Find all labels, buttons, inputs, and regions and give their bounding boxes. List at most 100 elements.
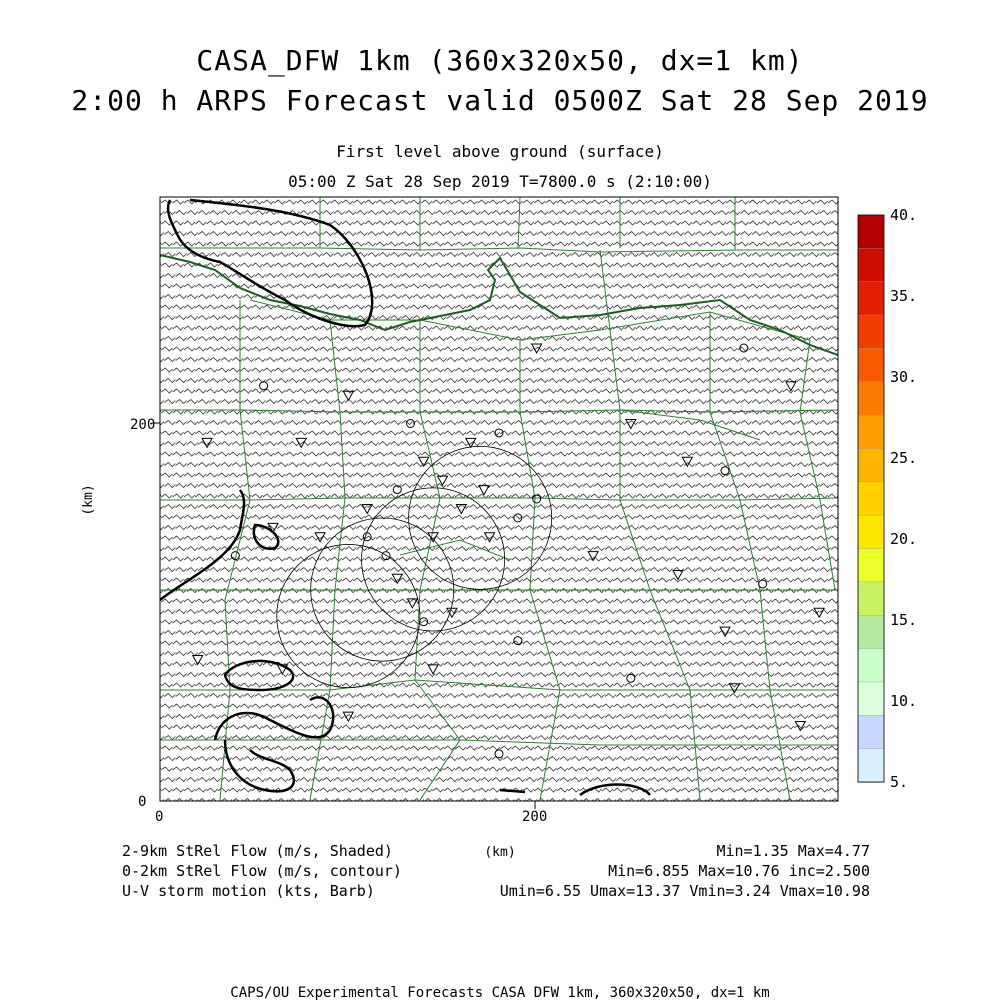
subtitle-level: First level above ground (surface) — [336, 142, 664, 161]
station-triangle — [201, 437, 213, 449]
station-triangle — [191, 654, 204, 666]
colorbar-label: 40. — [890, 206, 917, 224]
station-triangle — [427, 532, 439, 543]
radar-ring — [408, 445, 553, 590]
colorbar-swatch — [857, 281, 885, 316]
station-triangle — [436, 475, 449, 487]
station-circle — [419, 617, 429, 627]
station-triangle — [295, 437, 308, 449]
station-triangle — [446, 607, 458, 619]
colorbar-swatch — [857, 615, 885, 650]
plot-frame — [159, 196, 839, 802]
station-triangle — [267, 522, 279, 534]
station-triangle — [417, 456, 430, 468]
y-tick-label: 200 — [130, 417, 155, 433]
station-markers — [191, 343, 826, 759]
contour-lines — [160, 198, 651, 797]
colorbar-swatch — [857, 514, 885, 550]
station-triangle — [342, 711, 355, 723]
legend-contour: 0-2km StRel Flow (m/s, contour) — [122, 862, 402, 880]
station-circle — [392, 485, 402, 495]
station-circle — [532, 494, 542, 504]
colorbar-swatch — [857, 548, 885, 583]
station-circle — [362, 532, 372, 542]
station-circle — [739, 343, 749, 353]
colorbar: 40. 35. 30. 25. 20. 15. 10. 5. — [857, 206, 917, 791]
colorbar-swatch — [857, 715, 885, 750]
colorbar-label: 25. — [890, 449, 917, 467]
station-triangle — [624, 419, 637, 430]
station-circle — [513, 636, 523, 646]
colorbar-swatch — [857, 681, 885, 716]
county-boundaries — [160, 197, 838, 801]
radar-ring — [310, 517, 455, 662]
radar-range-rings — [276, 445, 553, 688]
colorbar-swatch — [857, 748, 885, 783]
station-circle — [758, 579, 768, 589]
title-line-2: 2:00 h ARPS Forecast valid 0500Z Sat 28 … — [71, 84, 929, 117]
colorbar-swatch — [857, 314, 885, 350]
colorbar-label: 20. — [890, 530, 917, 548]
station-triangle — [314, 532, 326, 543]
subtitle-time: 05:00 Z Sat 28 Sep 2019 T=7800.0 s (2:10… — [288, 172, 712, 191]
station-triangle — [427, 664, 439, 675]
radar-ring — [361, 487, 506, 632]
station-triangle — [813, 607, 826, 619]
x-tick-label: 200 — [522, 809, 547, 825]
y-axis-label: (km) — [81, 484, 96, 515]
station-triangle — [276, 664, 289, 675]
colorbar-label: 10. — [890, 692, 917, 710]
colorbar-swatch — [857, 481, 885, 516]
colorbar-label: 35. — [890, 287, 917, 305]
colorbar-frame — [857, 214, 885, 783]
station-circle — [494, 749, 504, 759]
y-tick-label: 0 — [138, 794, 146, 810]
title-line-1: CASA_DFW 1km (360x320x50, dx=1 km) — [196, 44, 804, 77]
colorbar-swatch — [857, 248, 885, 283]
colorbar-swatch — [857, 648, 885, 683]
station-triangle — [681, 456, 694, 468]
colorbar-label: 15. — [890, 611, 917, 629]
wind-barb-field — [160, 199, 838, 801]
wind-barbs — [160, 199, 838, 801]
colorbar-label: 30. — [890, 368, 917, 386]
contour-stats: Min=6.855 Max=10.76 inc=2.500 — [608, 862, 870, 880]
colorbar-swatch — [857, 581, 885, 616]
station-circle — [381, 551, 391, 561]
station-triangle — [672, 570, 684, 581]
footer-caption: CAPS/OU Experimental Forecasts CASA DFW … — [230, 985, 770, 1001]
colorbar-swatch — [857, 381, 885, 416]
station-triangle — [361, 503, 374, 515]
barb-stats: Umin=6.55 Umax=13.37 Vmin=3.24 Vmax=10.9… — [499, 882, 870, 900]
station-triangle — [464, 437, 477, 449]
colorbar-swatch — [857, 348, 885, 383]
station-triangle — [406, 598, 419, 609]
station-triangle — [391, 573, 404, 585]
station-triangle — [728, 683, 741, 694]
station-triangle — [455, 503, 468, 515]
colorbar-swatch — [857, 448, 885, 483]
colorbar-swatch — [857, 214, 885, 250]
shaded-stats: Min=1.35 Max=4.77 — [716, 842, 870, 860]
station-circle — [513, 513, 523, 523]
station-triangle — [478, 485, 490, 496]
station-circle — [405, 419, 415, 428]
station-triangle — [530, 343, 543, 355]
station-triangle — [719, 626, 731, 638]
station-circle — [230, 551, 240, 561]
station-circle — [494, 428, 504, 438]
station-circle — [626, 673, 636, 683]
legend-barb: U-V storm motion (kts, Barb) — [122, 882, 375, 900]
station-circle — [259, 381, 269, 391]
station-circle — [720, 466, 730, 476]
x-tick-label: 0 — [155, 809, 163, 825]
legend-shaded: 2-9km StRel Flow (m/s, Shaded) — [122, 842, 393, 860]
station-triangle — [785, 381, 797, 392]
station-triangle — [794, 721, 807, 732]
colorbar-label: 5. — [890, 773, 908, 791]
station-triangle — [483, 532, 496, 543]
radar-ring — [276, 544, 421, 688]
colorbar-swatch — [857, 414, 885, 450]
station-triangle — [587, 551, 600, 562]
